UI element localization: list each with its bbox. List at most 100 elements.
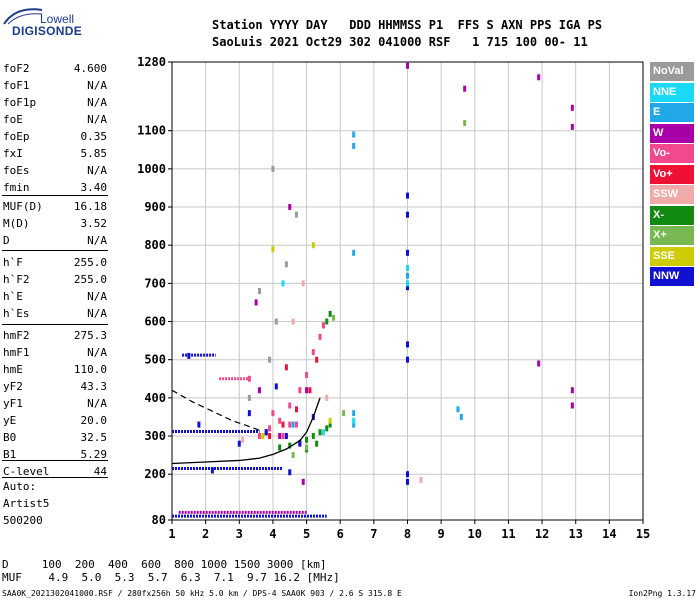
echo-point bbox=[342, 410, 346, 417]
muf-table-distance-row: D 100 200 400 600 800 1000 1500 3000 [km… bbox=[2, 558, 327, 571]
echo-point bbox=[291, 421, 295, 428]
echo-point bbox=[318, 333, 322, 340]
echo-point bbox=[315, 440, 319, 447]
echo-point bbox=[406, 192, 409, 199]
x-tick-label: 3 bbox=[236, 527, 243, 541]
param-label: hmE bbox=[3, 363, 23, 376]
echo-point bbox=[406, 356, 409, 363]
param-label: yF1 bbox=[3, 397, 23, 410]
echo-point bbox=[325, 425, 329, 432]
echo-point bbox=[278, 417, 282, 424]
param-label: D bbox=[3, 234, 10, 247]
param-label: hmF1 bbox=[3, 346, 30, 359]
y-tick-label: 900 bbox=[144, 200, 166, 214]
x-tick-label: 14 bbox=[602, 527, 616, 541]
x-tick-label: 2 bbox=[202, 527, 209, 541]
echo-point bbox=[254, 299, 258, 306]
echo-point bbox=[325, 318, 329, 325]
param-label: foF2 bbox=[3, 62, 30, 75]
param-value: 275.3 bbox=[73, 329, 107, 342]
echo-point bbox=[331, 314, 335, 321]
param-label: foF1 bbox=[3, 79, 30, 92]
echo-point bbox=[288, 421, 292, 428]
x-tick-label: 6 bbox=[337, 527, 344, 541]
param-value: 20.0 bbox=[80, 414, 108, 427]
echo-point bbox=[241, 436, 245, 443]
footer-version: Ion2Png 1.3.17 bbox=[628, 589, 696, 598]
param-value: 3.52 bbox=[80, 217, 108, 230]
echo-point bbox=[247, 394, 251, 401]
echo-point bbox=[257, 288, 261, 294]
echo-point bbox=[274, 383, 278, 390]
param-value: 5.85 bbox=[80, 147, 108, 160]
echo-point bbox=[187, 352, 191, 359]
echo-point bbox=[352, 421, 356, 428]
echo-point bbox=[294, 406, 298, 413]
x-tick-label: 8 bbox=[404, 527, 411, 541]
param-separator bbox=[2, 477, 108, 478]
echo-point bbox=[291, 452, 295, 459]
echo-point bbox=[352, 417, 356, 424]
param-value: N/A bbox=[87, 79, 107, 92]
echo-point bbox=[459, 413, 463, 420]
echo-point bbox=[264, 429, 268, 436]
x-tick-label: 9 bbox=[438, 527, 445, 541]
y-tick-label: 1280 bbox=[137, 55, 166, 69]
echo-point bbox=[294, 211, 298, 218]
param-label: h`Es bbox=[3, 307, 30, 320]
echo-point bbox=[318, 429, 322, 436]
param-label: MUF(D) bbox=[3, 200, 43, 213]
echo-point bbox=[197, 421, 201, 428]
logo-text-lowell: Lowell bbox=[40, 12, 75, 26]
echo-point bbox=[311, 433, 315, 440]
echo-point bbox=[406, 478, 409, 485]
y-tick-label: 1100 bbox=[137, 124, 166, 138]
param-label: B0 bbox=[3, 431, 17, 444]
param-value: 3.40 bbox=[80, 181, 108, 194]
echo-point bbox=[419, 476, 423, 483]
legend-item-vo: Vo+ bbox=[650, 164, 694, 184]
legend-item-nne: NNE bbox=[650, 82, 694, 102]
echo-point bbox=[257, 433, 261, 440]
param-separator bbox=[2, 250, 108, 251]
x-tick-label: 5 bbox=[303, 527, 310, 541]
echo-point bbox=[328, 417, 332, 424]
param-value: N/A bbox=[87, 113, 107, 126]
echo-point bbox=[281, 280, 285, 287]
param-value: N/A bbox=[87, 290, 107, 303]
param-value: N/A bbox=[87, 234, 107, 247]
echo-point bbox=[291, 318, 295, 325]
param-value: N/A bbox=[87, 397, 107, 410]
x-tick-label: 13 bbox=[568, 527, 582, 541]
legend-item-sse: SSE bbox=[650, 246, 694, 266]
echo-point bbox=[210, 467, 214, 474]
echo-point bbox=[406, 62, 409, 69]
param-value: 5.29 bbox=[80, 448, 108, 461]
echo-point bbox=[271, 246, 275, 253]
dashed-profile-curve bbox=[171, 389, 260, 431]
echo-point bbox=[311, 349, 315, 356]
footer-file-info: SAA0K_2021302041000.RSF / 280fx256h 50 k… bbox=[2, 589, 402, 598]
param-value: 43.3 bbox=[80, 380, 108, 393]
y-tick-label: 1000 bbox=[137, 162, 166, 176]
muf-table-muf-row: MUF 4.9 5.0 5.3 5.7 6.3 7.1 9.7 16.2 [MH… bbox=[2, 571, 340, 584]
echo-point bbox=[463, 120, 467, 127]
echo-point bbox=[281, 433, 285, 440]
echo-point bbox=[315, 356, 319, 363]
param-label: B1 bbox=[3, 448, 17, 461]
echo-point bbox=[570, 123, 574, 130]
param-label: foEp bbox=[3, 130, 30, 143]
y-tick-label: 600 bbox=[144, 315, 166, 329]
param-label: fxI bbox=[3, 147, 23, 160]
param-label: h`E bbox=[3, 290, 23, 303]
param-label: C-level bbox=[3, 465, 50, 478]
param-label: hmF2 bbox=[3, 329, 30, 342]
x-tick-label: 12 bbox=[535, 527, 549, 541]
echo-point bbox=[301, 478, 305, 485]
param-value: N/A bbox=[87, 307, 107, 320]
param-label: foF1p bbox=[3, 96, 37, 109]
echo-point bbox=[237, 440, 241, 447]
param-value: 255.0 bbox=[73, 256, 107, 269]
echo-point bbox=[328, 421, 332, 428]
